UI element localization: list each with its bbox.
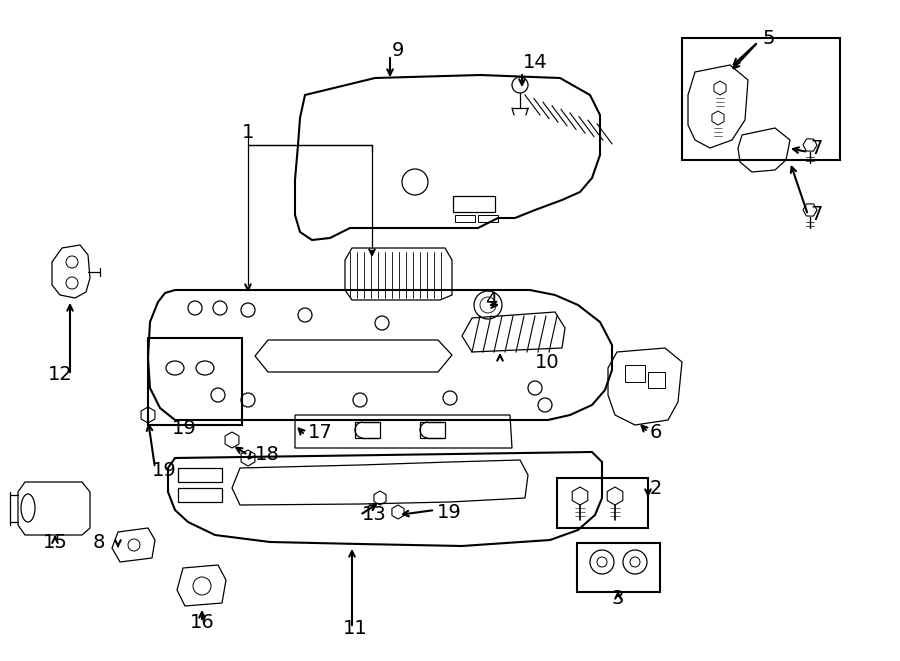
Text: 19: 19 bbox=[172, 418, 197, 438]
Bar bbox=[178, 488, 222, 502]
Text: 3: 3 bbox=[612, 588, 625, 607]
Bar bbox=[577, 543, 660, 592]
Text: 9: 9 bbox=[392, 40, 404, 59]
Text: 15: 15 bbox=[42, 533, 68, 551]
Text: 12: 12 bbox=[48, 366, 72, 385]
Text: 18: 18 bbox=[255, 446, 280, 465]
Text: 1: 1 bbox=[242, 122, 254, 141]
Text: 7: 7 bbox=[810, 139, 823, 157]
Text: 5: 5 bbox=[762, 28, 775, 48]
Text: 17: 17 bbox=[308, 422, 333, 442]
Bar bbox=[478, 215, 498, 222]
Bar bbox=[453, 196, 495, 212]
Text: 13: 13 bbox=[362, 506, 387, 524]
Text: 19: 19 bbox=[152, 461, 176, 479]
Text: 4: 4 bbox=[485, 290, 498, 309]
Bar bbox=[557, 478, 648, 528]
Bar bbox=[648, 372, 665, 388]
Text: 10: 10 bbox=[535, 352, 560, 371]
Bar bbox=[455, 215, 475, 222]
Text: 2: 2 bbox=[650, 479, 662, 498]
Bar bbox=[625, 365, 645, 382]
Text: 8: 8 bbox=[93, 533, 105, 553]
Bar bbox=[178, 468, 222, 482]
Text: 14: 14 bbox=[523, 52, 548, 71]
Text: 19: 19 bbox=[437, 502, 462, 522]
Text: 6: 6 bbox=[650, 422, 662, 442]
Text: 7: 7 bbox=[810, 206, 823, 225]
Bar bbox=[682, 38, 840, 160]
Text: 16: 16 bbox=[190, 613, 214, 631]
Text: 11: 11 bbox=[343, 619, 367, 637]
